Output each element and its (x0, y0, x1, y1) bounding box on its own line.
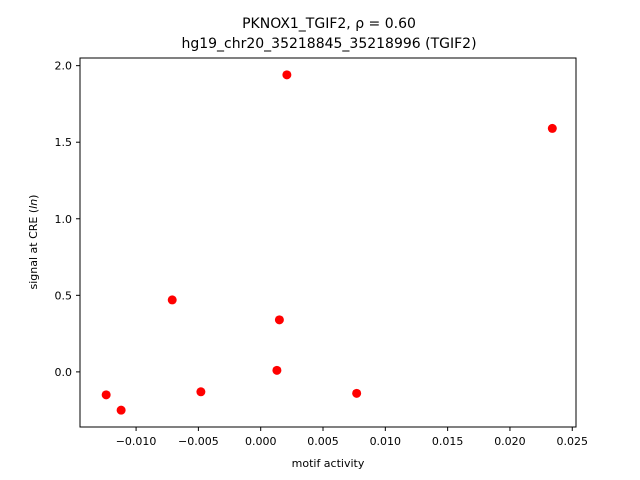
data-point (274, 315, 284, 325)
data-point (167, 295, 177, 305)
data-point (116, 405, 126, 415)
y-axis-label-text: signal at CRE ( (27, 209, 40, 290)
x-tick-label: −0.010 (116, 435, 157, 448)
x-tick-label: 0.015 (432, 435, 464, 448)
x-axis-ticks: −0.010 −0.005 0.000 0.005 0.010 0.015 0.020 0.0… (116, 427, 588, 448)
x-tick-label: 0.025 (557, 435, 589, 448)
x-tick-label: 0.010 (370, 435, 402, 448)
x-tick-label: 0.000 (245, 435, 277, 448)
chart-title-line2: hg19_chr20_35218845_35218996 (TGIF2) (181, 36, 476, 52)
chart-title-line1: PKNOX1_TGIF2, ρ = 0.60 (242, 16, 416, 32)
y-axis-label: signal at CRE (ln) (27, 195, 40, 290)
y-tick-label: 1.0 (55, 213, 73, 226)
data-points (101, 70, 557, 415)
x-tick-label: 0.020 (494, 435, 526, 448)
x-axis-label: motif activity (292, 457, 365, 470)
x-tick-label: −0.005 (178, 435, 219, 448)
y-tick-label: 0.0 (55, 366, 73, 379)
x-tick-label: 0.005 (307, 435, 339, 448)
y-axis-label-unit: ln (27, 199, 40, 209)
y-axis-label-close: ) (27, 195, 40, 199)
y-axis-ticks: 0.0 0.5 1.0 1.5 2.0 (55, 60, 80, 379)
data-point (282, 70, 292, 80)
y-tick-label: 2.0 (55, 60, 73, 73)
data-point (352, 388, 362, 398)
data-point (272, 365, 282, 375)
data-point (196, 387, 206, 397)
data-point (547, 123, 557, 133)
y-tick-label: 0.5 (55, 289, 73, 302)
data-point (101, 390, 111, 400)
y-tick-label: 1.5 (55, 136, 73, 149)
plot-frame (79, 57, 577, 428)
